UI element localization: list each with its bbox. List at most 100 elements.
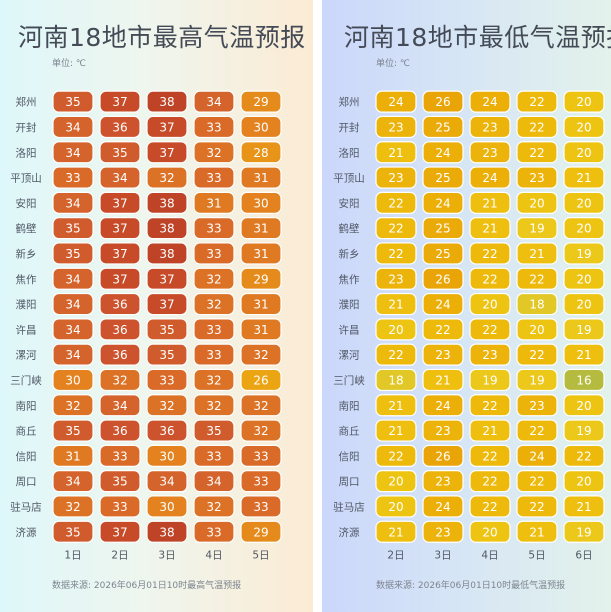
heat-cell [375,242,417,265]
heat-cell [146,495,188,518]
heat-cell [146,191,188,214]
heat-cell [52,419,94,442]
heat-cell [469,318,511,341]
cell-value-label: 37 [112,247,127,261]
heat-cell [52,444,94,467]
cell-value-label: 36 [112,348,127,362]
cell-value-label: 22 [529,475,544,489]
cell-value-label: 30 [253,120,268,134]
heat-cell [52,470,94,493]
heat-cell [240,495,282,518]
cell-value-label: 22 [482,449,497,463]
city-label: 驻马店 [333,500,365,513]
cell-value-label: 30 [159,449,174,463]
city-label: 许昌 [16,323,37,336]
cell-value-label: 22 [388,449,403,463]
heat-cell [516,520,558,543]
heat-cell [146,318,188,341]
heat-cell [240,368,282,392]
city-label: 信阳 [16,451,37,463]
heat-cell [240,292,282,316]
cell-value-label: 33 [206,222,221,236]
heat-cell [240,470,282,493]
cell-value-label: 32 [159,171,174,185]
heat-cell [99,115,141,139]
cell-value-label: 24 [482,171,497,185]
heat-cell [146,368,188,392]
cell-value-label: 23 [435,475,450,489]
heat-cell [375,419,417,442]
city-label: 许昌 [339,323,360,336]
heat-cell [193,292,235,316]
cell-value-label: 23 [388,120,403,134]
city-label: 安阳 [339,197,360,210]
cell-value-label: 37 [159,120,174,134]
heat-cell [52,394,94,417]
heat-cell [375,141,417,164]
city-label: 开封 [339,121,360,134]
heat-cell [469,368,511,392]
cell-value-label: 34 [112,171,127,185]
heat-cell [146,419,188,442]
city-label: 三门峡 [333,374,365,387]
cell-value-label: 20 [482,298,497,312]
cell-value-label: 31 [65,449,80,463]
city-label: 周口 [339,476,360,488]
cell-value-label: 31 [206,196,221,210]
cell-value-label: 22 [435,323,450,337]
min-source-note: 数据来源: 2026年06月01日10时最低气温预报 [376,581,566,591]
heat-cell [146,444,188,467]
heat-cell [516,267,558,290]
cell-value-label: 21 [482,222,497,236]
cell-value-label: 24 [435,399,450,413]
heat-cell [469,470,511,493]
heat-cell [240,444,282,467]
cell-value-label: 19 [482,373,497,387]
heat-cell [469,343,511,366]
cell-value-label: 33 [206,449,221,463]
cell-value-label: 32 [253,424,268,438]
max-temp-heatmap: 郑州 35 37 38 34 29 开封 34 36 37 33 30 洛阳 34 35 37 32 28 平顶山 3… [10,90,282,561]
cell-value-label: 33 [206,525,221,539]
heat-cell [375,343,417,366]
cell-value-label: 22 [482,323,497,337]
heat-cell [563,115,605,139]
cell-value-label: 30 [65,373,80,387]
city-label: 商丘 [339,425,360,438]
cell-value-label: 36 [112,424,127,438]
city-label: 南阳 [16,399,37,412]
heat-cell [146,394,188,417]
cell-value-label: 25 [435,120,450,134]
cell-value-label: 31 [253,171,268,185]
cell-value-label: 21 [388,298,403,312]
city-label: 安阳 [16,197,37,210]
city-label: 洛阳 [16,146,37,159]
cell-value-label: 32 [159,399,174,413]
heat-cell [563,242,605,265]
cell-value-label: 35 [206,424,221,438]
heat-cell [422,191,464,214]
heat-cell [563,470,605,493]
cell-value-label: 21 [529,525,544,539]
min-unit-label: 单位: ℃ [376,59,411,69]
heat-cell [375,292,417,316]
heat-cell [240,394,282,417]
cell-value-label: 22 [529,272,544,286]
city-label: 郑州 [16,96,37,109]
heat-cell [99,343,141,366]
heat-cell [52,90,94,113]
cell-value-label: 33 [206,348,221,362]
heat-cell [146,141,188,164]
heat-cell [146,217,188,240]
cell-value-label: 37 [112,95,127,109]
heat-cell [52,115,94,139]
heat-cell [469,419,511,442]
cell-value-label: 16 [576,373,591,387]
heat-cell [146,470,188,493]
cell-value-label: 23 [388,171,403,185]
heat-cell [563,141,605,164]
city-label: 周口 [16,476,37,488]
heat-cell [99,267,141,290]
heat-cell [52,141,94,164]
cell-value-label: 36 [112,298,127,312]
